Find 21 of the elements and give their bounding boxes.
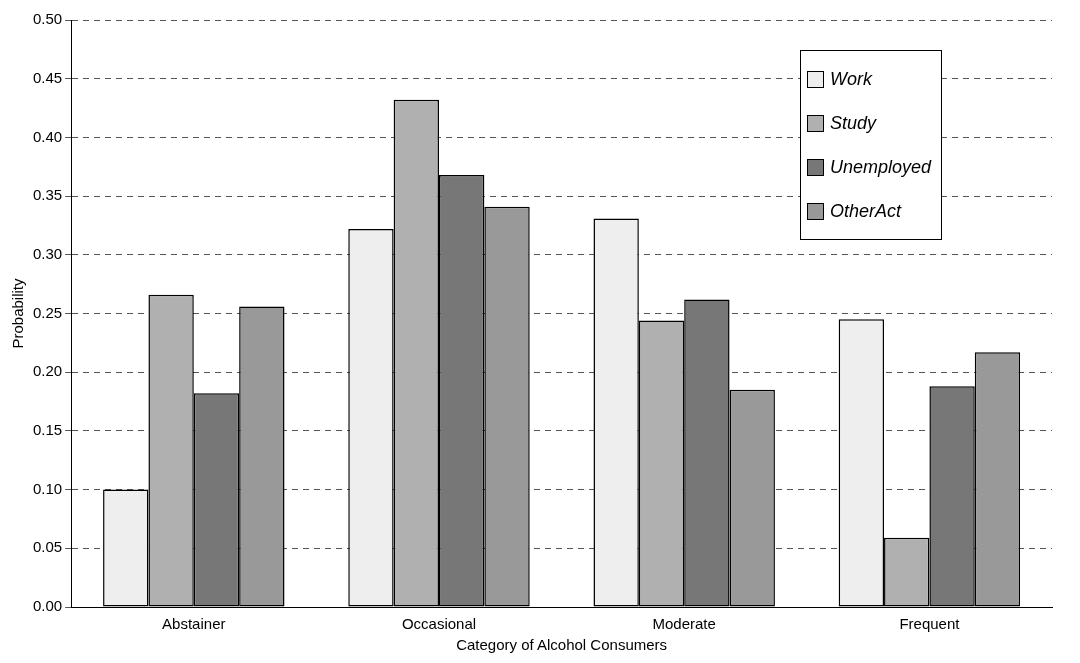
x-tick-label: Frequent — [899, 615, 961, 633]
y-axis-title: Probability — [9, 277, 27, 349]
legend-label: OtherAct — [829, 200, 901, 222]
x-tick-label: Moderate — [652, 615, 716, 633]
y-tick-label: 0.30 — [32, 244, 63, 262]
y-tick-label: 0.00 — [32, 597, 63, 615]
x-tick-label: Abstainer — [162, 615, 226, 633]
y-tick-label: 0.20 — [32, 362, 63, 380]
y-tick-label: 0.40 — [32, 127, 63, 145]
y-tick-label: 0.35 — [32, 186, 63, 204]
x-axis-title: Category of Alcohol Consumers — [456, 636, 668, 654]
legend-label: Unemployed — [829, 156, 931, 178]
x-tick-label: Occasional — [401, 615, 477, 633]
y-tick-label: 0.15 — [32, 421, 63, 439]
y-tick-label: 0.10 — [32, 479, 63, 497]
y-tick-label: 0.50 — [32, 10, 63, 28]
y-tick-label: 0.25 — [32, 303, 63, 321]
legend-label: Study — [829, 112, 876, 134]
legend-label: Work — [829, 68, 872, 90]
y-tick-label: 0.05 — [32, 538, 63, 556]
y-tick-label: 0.45 — [32, 68, 63, 86]
